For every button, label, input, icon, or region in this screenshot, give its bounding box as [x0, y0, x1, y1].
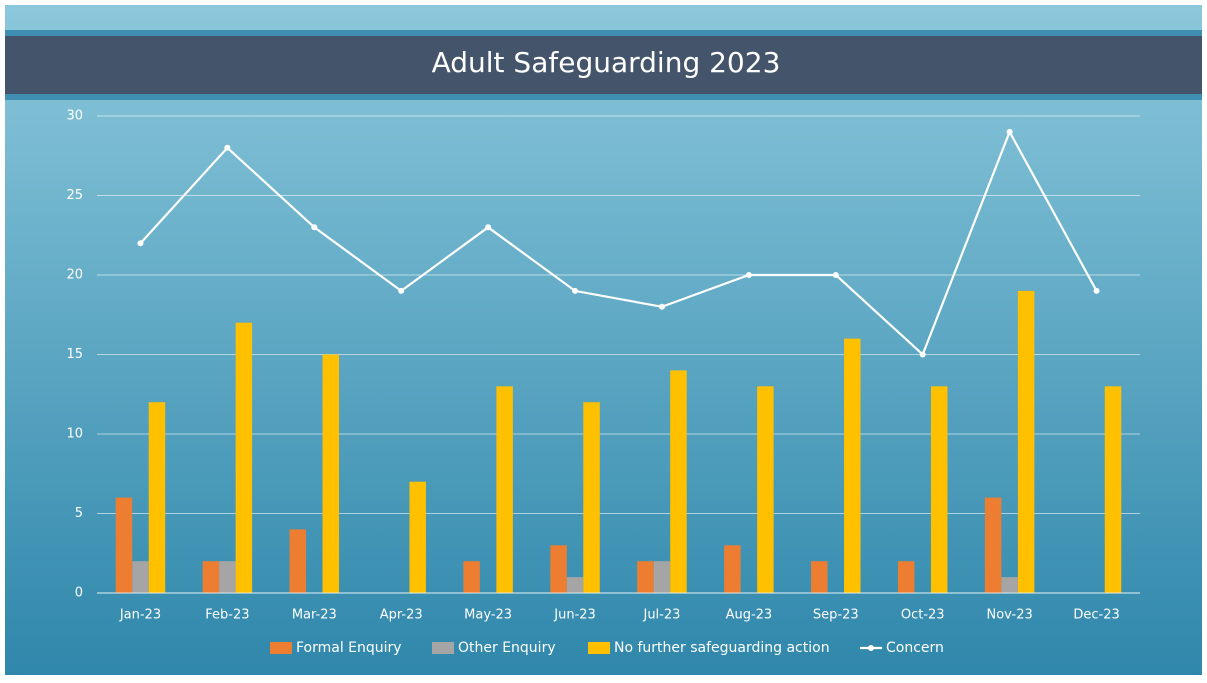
title-bar — [5, 36, 1202, 94]
chart-title: Adult Safeguarding 2023 — [432, 46, 781, 79]
x-tick-label: Apr-23 — [380, 608, 423, 623]
bar — [1001, 577, 1018, 593]
bar — [1104, 386, 1122, 593]
legend-label: Formal Enquiry — [296, 640, 402, 656]
line-point — [832, 272, 839, 278]
line — [139, 129, 1098, 357]
y-tick-label: 25 — [66, 188, 83, 203]
legend-label: Concern — [886, 640, 944, 656]
bar — [289, 529, 307, 593]
bar — [811, 561, 828, 593]
line-point — [1006, 128, 1013, 135]
bar — [1017, 290, 1035, 593]
bar — [409, 481, 426, 593]
bar — [115, 497, 133, 593]
legend-marker — [588, 642, 610, 654]
x-tick-label: Feb-23 — [205, 608, 249, 623]
legend-marker — [270, 642, 292, 654]
x-tick-label: Oct-23 — [901, 608, 945, 623]
x-tick-label: Jun-23 — [553, 608, 596, 623]
bar — [463, 561, 480, 593]
line-point — [658, 303, 665, 310]
line-point — [398, 287, 405, 294]
y-tick-label: 5 — [75, 506, 83, 521]
line-point — [485, 224, 492, 231]
bar — [132, 561, 149, 593]
bar — [322, 354, 340, 593]
bar — [496, 386, 513, 593]
x-tick-label: Dec-23 — [1073, 608, 1119, 623]
y-tick-label: 30 — [66, 109, 83, 124]
y-tick-label: 15 — [66, 347, 83, 362]
line-point — [1093, 287, 1100, 294]
bar — [897, 561, 915, 593]
bar — [757, 386, 774, 593]
x-tick-label: Nov-23 — [986, 608, 1032, 623]
line-point — [572, 287, 579, 294]
y-tick-label: 10 — [66, 427, 83, 442]
line-point — [224, 144, 231, 151]
bar — [550, 545, 567, 593]
x-tick-label: Mar-23 — [292, 608, 337, 623]
legend-label: Other Enquiry — [458, 640, 556, 656]
line-point — [311, 224, 318, 231]
line-point — [745, 272, 752, 278]
legend-marker — [432, 642, 454, 654]
x-tick-label: Jul-23 — [642, 608, 680, 623]
bar — [844, 338, 861, 593]
bar — [583, 402, 600, 593]
x-tick-label: May-23 — [464, 608, 512, 623]
bar — [202, 561, 220, 593]
legend-marker — [868, 645, 874, 651]
x-tick-label: Aug-23 — [726, 608, 773, 623]
legend-label: No further safeguarding action — [614, 640, 830, 656]
line-point — [137, 240, 144, 247]
x-tick-label: Jan-23 — [119, 608, 161, 623]
bar — [930, 386, 948, 593]
bar — [148, 402, 166, 593]
bar — [235, 322, 253, 593]
bar — [653, 561, 671, 593]
line-point — [919, 351, 926, 358]
bar — [724, 545, 741, 593]
bar — [566, 577, 584, 593]
y-tick-label: 20 — [66, 268, 83, 283]
bar — [984, 497, 1002, 593]
bar — [670, 370, 687, 593]
x-tick-label: Sep-23 — [813, 608, 859, 623]
bar — [637, 561, 654, 593]
bar — [219, 561, 236, 593]
y-tick-label: 0 — [75, 586, 83, 601]
